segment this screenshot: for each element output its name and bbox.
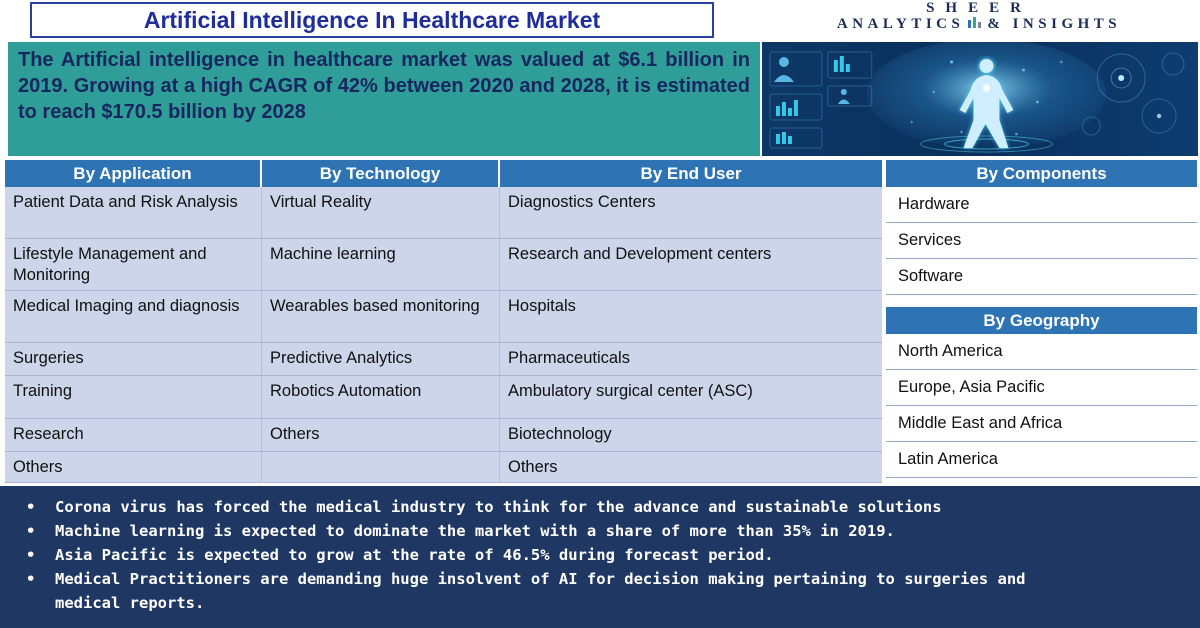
geography-row: Europe, Asia Pacific bbox=[886, 370, 1197, 406]
table-cell: Robotics Automation bbox=[262, 376, 500, 419]
highlight-text: Medical Practitioners are demanding huge… bbox=[55, 570, 1026, 612]
table-cell: Virtual Reality bbox=[262, 187, 500, 239]
page-title-text: Artificial Intelligence In Healthcare Ma… bbox=[143, 6, 601, 33]
brand-ampersand: & bbox=[987, 16, 1005, 32]
table-cell: Surgeries bbox=[5, 343, 262, 376]
segmentation-table-header: By Application By Technology By End User bbox=[5, 160, 882, 187]
highlight-item: Corona virus has forced the medical indu… bbox=[18, 495, 1070, 519]
highlight-text: Asia Pacific is expected to grow at the … bbox=[55, 546, 774, 564]
column-header-end-user: By End User bbox=[500, 160, 882, 187]
column-header-components: By Components bbox=[886, 160, 1197, 187]
table-cell: Diagnostics Centers bbox=[500, 187, 882, 239]
brand-tagline-left: ANALYTICS bbox=[836, 16, 965, 32]
brand-logo: SHEER ANALYTICS & INSIGHTS bbox=[760, 0, 1198, 33]
brand-name: SHEER bbox=[926, 0, 1032, 16]
brand-tagline-right: INSIGHTS bbox=[1012, 16, 1122, 32]
table-cell: Patient Data and Risk Analysis bbox=[5, 187, 262, 239]
bullet-icon bbox=[18, 495, 55, 519]
components-row: Software bbox=[886, 259, 1197, 295]
geography-row: North America bbox=[886, 334, 1197, 370]
table-cell: Biotechnology bbox=[500, 419, 882, 452]
table-cell: Others bbox=[500, 452, 882, 483]
table-cell: Lifestyle Management and Monitoring bbox=[5, 239, 262, 291]
segmentation-table-body: Patient Data and Risk Analysis Virtual R… bbox=[5, 187, 882, 483]
table-cell: Hospitals bbox=[500, 291, 882, 343]
table-cell: Others bbox=[5, 452, 262, 483]
table-cell: Ambulatory surgical center (ASC) bbox=[500, 376, 882, 419]
column-header-geography: By Geography bbox=[886, 307, 1197, 334]
highlight-text: Machine learning is expected to dominate… bbox=[55, 522, 895, 540]
geography-row: Latin America bbox=[886, 442, 1197, 478]
bullet-icon bbox=[18, 519, 55, 543]
geography-row: Middle East and Africa bbox=[886, 406, 1197, 442]
key-highlights-footer: Corona virus has forced the medical indu… bbox=[0, 486, 1200, 628]
table-cell: Machine learning bbox=[262, 239, 500, 291]
page-title: Artificial Intelligence In Healthcare Ma… bbox=[30, 2, 714, 38]
side-panel: By Components Hardware Services Software… bbox=[886, 160, 1197, 478]
highlight-item: Machine learning is expected to dominate… bbox=[18, 519, 1070, 543]
column-header-application: By Application bbox=[5, 160, 262, 187]
components-row: Services bbox=[886, 223, 1197, 259]
table-cell: Predictive Analytics bbox=[262, 343, 500, 376]
market-summary: The Artificial intelligence in healthcar… bbox=[8, 42, 760, 156]
bullet-icon bbox=[18, 543, 55, 567]
column-header-technology: By Technology bbox=[262, 160, 500, 187]
table-cell: Training bbox=[5, 376, 262, 419]
table-cell: Medical Imaging and diagnosis bbox=[5, 291, 262, 343]
highlight-text: Corona virus has forced the medical indu… bbox=[55, 498, 942, 516]
brand-tagline: ANALYTICS & INSIGHTS bbox=[760, 16, 1198, 33]
ai-hologram-figure-illustration bbox=[762, 42, 1198, 156]
highlight-item: Medical Practitioners are demanding huge… bbox=[18, 567, 1070, 615]
highlight-item: Asia Pacific is expected to grow at the … bbox=[18, 543, 1070, 567]
table-cell: Others bbox=[262, 419, 500, 452]
table-cell: Research bbox=[5, 419, 262, 452]
table-cell bbox=[262, 452, 500, 483]
components-row: Hardware bbox=[886, 187, 1197, 223]
highlights-list: Corona virus has forced the medical indu… bbox=[18, 495, 1070, 615]
table-cell: Pharmaceuticals bbox=[500, 343, 882, 376]
bullet-icon bbox=[18, 567, 55, 615]
table-cell: Research and Development centers bbox=[500, 239, 882, 291]
bar-chart-icon bbox=[968, 16, 983, 33]
segmentation-table: By Application By Technology By End User… bbox=[5, 160, 882, 483]
table-cell: Wearables based monitoring bbox=[262, 291, 500, 343]
